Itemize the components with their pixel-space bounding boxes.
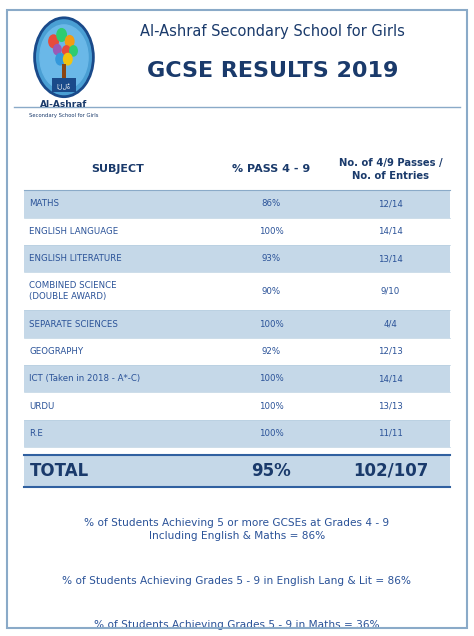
- Text: ENGLISH LITERATURE: ENGLISH LITERATURE: [29, 254, 122, 263]
- Circle shape: [70, 46, 77, 56]
- Text: 4/4: 4/4: [383, 319, 398, 329]
- Text: 9/10: 9/10: [381, 287, 400, 296]
- Text: اَللّٰه: اَللّٰه: [57, 84, 71, 90]
- Text: % PASS 4 - 9: % PASS 4 - 9: [232, 165, 310, 174]
- Text: 92%: 92%: [262, 347, 281, 356]
- FancyBboxPatch shape: [24, 190, 450, 218]
- Text: 93%: 93%: [262, 254, 281, 263]
- Text: Al-Ashraf: Al-Ashraf: [40, 100, 88, 109]
- Text: SUBJECT: SUBJECT: [91, 165, 144, 174]
- Text: GEOGRAPHY: GEOGRAPHY: [29, 347, 83, 356]
- Circle shape: [64, 53, 72, 65]
- FancyBboxPatch shape: [24, 455, 450, 487]
- FancyBboxPatch shape: [24, 365, 450, 392]
- Text: % of Students Achieving 5 or more GCSEs at Grades 4 - 9
Including English & Math: % of Students Achieving 5 or more GCSEs …: [84, 518, 390, 541]
- Text: 100%: 100%: [259, 429, 283, 438]
- Text: 100%: 100%: [259, 401, 283, 411]
- FancyBboxPatch shape: [24, 338, 450, 365]
- Circle shape: [54, 45, 61, 55]
- Text: R.E: R.E: [29, 429, 43, 438]
- FancyBboxPatch shape: [24, 420, 450, 447]
- Text: 102/107: 102/107: [353, 462, 428, 480]
- Circle shape: [57, 29, 66, 41]
- Text: 11/11: 11/11: [378, 429, 403, 438]
- Text: 86%: 86%: [262, 199, 281, 209]
- Text: COMBINED SCIENCE
(DOUBLE AWARD): COMBINED SCIENCE (DOUBLE AWARD): [29, 281, 117, 301]
- Text: URDU: URDU: [29, 401, 55, 411]
- Text: ENGLISH LANGUAGE: ENGLISH LANGUAGE: [29, 226, 118, 236]
- Text: SEPARATE SCIENCES: SEPARATE SCIENCES: [29, 319, 118, 329]
- Circle shape: [49, 35, 58, 48]
- Text: MATHS: MATHS: [29, 199, 59, 209]
- Text: 12/13: 12/13: [378, 347, 403, 356]
- FancyBboxPatch shape: [62, 64, 66, 80]
- Text: 14/14: 14/14: [378, 374, 403, 384]
- Text: No. of 4/9 Passes /
No. of Entries: No. of 4/9 Passes / No. of Entries: [339, 158, 442, 181]
- FancyBboxPatch shape: [24, 447, 450, 455]
- Text: Al-Ashraf Secondary School for Girls: Al-Ashraf Secondary School for Girls: [140, 24, 405, 39]
- FancyBboxPatch shape: [24, 149, 450, 190]
- FancyBboxPatch shape: [24, 245, 450, 272]
- Text: 100%: 100%: [259, 319, 283, 329]
- Text: ICT (Taken in 2018 - A*-C): ICT (Taken in 2018 - A*-C): [29, 374, 140, 384]
- Circle shape: [63, 46, 70, 56]
- Text: 100%: 100%: [259, 226, 283, 236]
- FancyBboxPatch shape: [24, 310, 450, 338]
- Text: 90%: 90%: [262, 287, 281, 296]
- Circle shape: [40, 25, 88, 90]
- FancyBboxPatch shape: [24, 218, 450, 245]
- Text: 14/14: 14/14: [378, 226, 403, 236]
- FancyBboxPatch shape: [52, 78, 76, 92]
- Text: 13/13: 13/13: [378, 401, 403, 411]
- Circle shape: [65, 36, 74, 47]
- Text: 100%: 100%: [259, 374, 283, 384]
- Text: 95%: 95%: [251, 462, 291, 480]
- Circle shape: [56, 53, 64, 65]
- Text: GCSE RESULTS 2019: GCSE RESULTS 2019: [147, 61, 398, 81]
- Text: % of Students Achieving Grades 5 - 9 in Maths = 36%: % of Students Achieving Grades 5 - 9 in …: [94, 620, 380, 630]
- Text: Secondary School for Girls: Secondary School for Girls: [29, 113, 99, 118]
- Circle shape: [35, 18, 93, 97]
- Text: 12/14: 12/14: [378, 199, 403, 209]
- Text: 13/14: 13/14: [378, 254, 403, 263]
- Text: TOTAL: TOTAL: [29, 462, 89, 480]
- FancyBboxPatch shape: [24, 392, 450, 420]
- FancyBboxPatch shape: [24, 272, 450, 310]
- Text: % of Students Achieving Grades 5 - 9 in English Lang & Lit = 86%: % of Students Achieving Grades 5 - 9 in …: [63, 576, 411, 586]
